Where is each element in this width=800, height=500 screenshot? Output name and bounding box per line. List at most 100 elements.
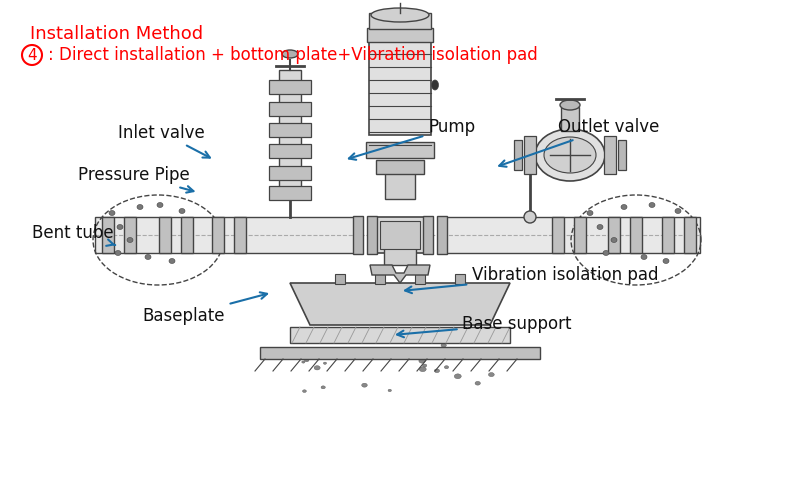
Ellipse shape: [603, 250, 609, 256]
Text: 4: 4: [27, 48, 37, 62]
Bar: [376, 160, 424, 174]
Ellipse shape: [109, 210, 115, 216]
Ellipse shape: [489, 372, 494, 376]
Bar: [269, 166, 311, 180]
Bar: [269, 102, 311, 116]
Bar: [524, 136, 536, 174]
Polygon shape: [95, 217, 355, 253]
Ellipse shape: [145, 254, 151, 260]
Bar: [159, 217, 171, 253]
Bar: [369, 13, 431, 29]
Circle shape: [22, 45, 42, 65]
Text: : Direct installation + bottom plate+Vibration isolation pad: : Direct installation + bottom plate+Vib…: [48, 46, 538, 64]
Bar: [269, 144, 311, 158]
Text: Inlet valve: Inlet valve: [118, 124, 210, 158]
Bar: [630, 217, 642, 253]
Bar: [367, 216, 377, 254]
Ellipse shape: [597, 224, 603, 230]
Bar: [367, 28, 433, 42]
Bar: [269, 123, 311, 137]
Ellipse shape: [422, 364, 426, 367]
Bar: [561, 107, 579, 131]
Ellipse shape: [298, 338, 302, 340]
Bar: [385, 171, 415, 199]
Bar: [269, 80, 311, 94]
Bar: [353, 216, 363, 254]
Ellipse shape: [371, 8, 429, 22]
Ellipse shape: [314, 366, 320, 370]
Ellipse shape: [560, 100, 580, 110]
Text: Pump: Pump: [349, 118, 475, 160]
Bar: [455, 274, 465, 284]
Bar: [684, 217, 696, 253]
Ellipse shape: [321, 386, 326, 389]
Ellipse shape: [127, 238, 133, 242]
Ellipse shape: [388, 390, 391, 392]
Ellipse shape: [424, 356, 429, 359]
Bar: [260, 347, 540, 359]
Ellipse shape: [117, 224, 123, 230]
Bar: [366, 142, 434, 158]
Ellipse shape: [470, 348, 474, 351]
Ellipse shape: [302, 390, 306, 392]
Bar: [552, 217, 564, 253]
Ellipse shape: [441, 344, 446, 347]
Ellipse shape: [544, 137, 596, 173]
Ellipse shape: [611, 238, 617, 242]
Ellipse shape: [305, 358, 309, 362]
Ellipse shape: [649, 202, 655, 207]
Ellipse shape: [115, 250, 121, 256]
Bar: [124, 217, 136, 253]
Bar: [437, 216, 447, 254]
Bar: [369, 35, 431, 135]
Ellipse shape: [535, 129, 605, 181]
Bar: [662, 217, 674, 253]
Ellipse shape: [454, 374, 462, 378]
Text: Base support: Base support: [397, 315, 572, 338]
Bar: [384, 245, 416, 265]
Ellipse shape: [419, 367, 426, 372]
Ellipse shape: [323, 362, 326, 364]
Bar: [102, 217, 114, 253]
Ellipse shape: [386, 340, 390, 342]
Ellipse shape: [641, 254, 647, 260]
Ellipse shape: [675, 208, 681, 214]
Polygon shape: [290, 283, 510, 325]
Ellipse shape: [338, 352, 345, 356]
Bar: [618, 140, 626, 170]
Text: Bent tube: Bent tube: [32, 224, 115, 246]
Text: Vibration isolation pad: Vibration isolation pad: [405, 266, 658, 293]
Bar: [375, 274, 385, 284]
Text: Pressure Pipe: Pressure Pipe: [78, 166, 194, 192]
Ellipse shape: [663, 258, 669, 264]
Ellipse shape: [419, 358, 426, 363]
Ellipse shape: [169, 258, 175, 264]
Ellipse shape: [362, 383, 367, 387]
Bar: [212, 217, 224, 253]
Text: Outlet valve: Outlet valve: [499, 118, 660, 167]
Ellipse shape: [587, 210, 593, 216]
Ellipse shape: [524, 211, 536, 223]
Bar: [608, 217, 620, 253]
Bar: [290, 327, 510, 343]
Bar: [335, 274, 345, 284]
Bar: [574, 217, 586, 253]
Ellipse shape: [475, 382, 480, 385]
Bar: [181, 217, 193, 253]
Polygon shape: [445, 217, 700, 253]
Bar: [380, 221, 420, 249]
Bar: [415, 274, 425, 284]
Ellipse shape: [137, 204, 143, 210]
Ellipse shape: [282, 50, 298, 58]
Ellipse shape: [444, 366, 449, 368]
Ellipse shape: [621, 204, 627, 210]
Text: Baseplate: Baseplate: [142, 292, 267, 325]
Ellipse shape: [179, 208, 185, 214]
Bar: [373, 217, 427, 253]
Bar: [234, 217, 246, 253]
Bar: [279, 70, 301, 197]
Polygon shape: [370, 265, 430, 283]
Ellipse shape: [431, 80, 438, 90]
Ellipse shape: [434, 369, 439, 372]
Ellipse shape: [157, 202, 163, 207]
